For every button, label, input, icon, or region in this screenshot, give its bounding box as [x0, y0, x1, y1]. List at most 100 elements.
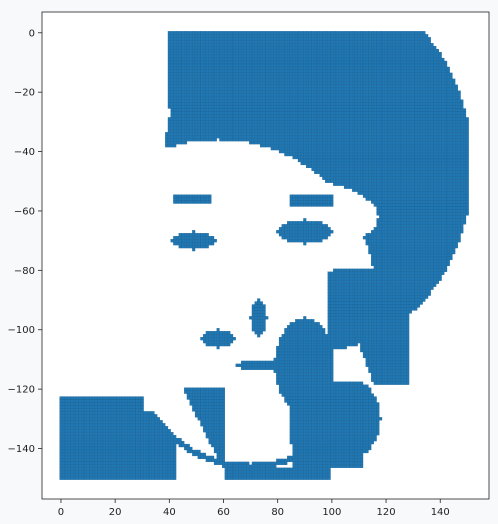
- data-point: [392, 75, 396, 79]
- data-point: [389, 117, 393, 121]
- data-point: [208, 48, 212, 53]
- data-point: [230, 37, 234, 41]
- data-point: [303, 135, 307, 139]
- data-point: [411, 176, 415, 180]
- data-point: [411, 161, 415, 166]
- data-point: [308, 63, 312, 68]
- data-point: [395, 138, 399, 142]
- data-point: [314, 105, 318, 109]
- data-point: [400, 179, 404, 183]
- data-point: [243, 132, 247, 136]
- data-point: [333, 51, 337, 56]
- data-point: [289, 141, 293, 145]
- data-point: [319, 141, 323, 145]
- data-point: [222, 111, 225, 115]
- data-point: [186, 78, 190, 82]
- data-point: [333, 37, 337, 41]
- data-point: [379, 81, 383, 85]
- data-point: [352, 161, 356, 166]
- data-point: [392, 81, 396, 85]
- data-point: [246, 105, 250, 109]
- data-point: [324, 46, 328, 50]
- data-point: [319, 129, 323, 133]
- data-point: [381, 84, 385, 88]
- data-point: [400, 182, 404, 186]
- data-point: [457, 93, 461, 97]
- data-point: [295, 57, 299, 62]
- data-point: [444, 185, 448, 189]
- data-point: [197, 105, 201, 109]
- data-point: [441, 57, 445, 62]
- data-point: [230, 34, 234, 38]
- data-point: [175, 135, 179, 139]
- data-point: [268, 57, 272, 62]
- data-point: [292, 114, 296, 118]
- data-point: [167, 63, 171, 68]
- data-point: [436, 129, 440, 133]
- data-point: [303, 78, 307, 82]
- data-point: [259, 123, 263, 127]
- data-point: [438, 170, 442, 174]
- data-point: [297, 72, 301, 76]
- data-point: [181, 129, 185, 133]
- data-point: [463, 135, 467, 139]
- data-point: [249, 48, 253, 53]
- data-point: [365, 158, 369, 163]
- data-point: [284, 114, 288, 118]
- data-point: [360, 173, 364, 177]
- data-point: [235, 111, 239, 115]
- data-point: [240, 87, 244, 91]
- data-point: [427, 78, 431, 82]
- data-point: [300, 126, 304, 130]
- data-point: [246, 129, 250, 133]
- data-point: [327, 90, 331, 94]
- data-point: [170, 96, 174, 100]
- data-point: [322, 93, 326, 97]
- data-point: [408, 43, 412, 47]
- data-point: [389, 170, 393, 174]
- data-point: [240, 138, 244, 142]
- data-point: [446, 87, 450, 91]
- data-point: [273, 129, 277, 133]
- data-point: [316, 111, 320, 115]
- data-point: [186, 135, 190, 139]
- data-point: [362, 123, 366, 127]
- data-point: [235, 129, 239, 133]
- data-point: [373, 99, 377, 103]
- data-point: [465, 188, 469, 192]
- data-point: [303, 155, 307, 160]
- data-point: [384, 46, 388, 50]
- data-point: [376, 185, 380, 189]
- data-point: [189, 75, 193, 79]
- data-point: [408, 75, 412, 79]
- data-point: [408, 135, 412, 139]
- data-point: [371, 173, 374, 177]
- data-point: [216, 69, 220, 74]
- data-point: [314, 63, 318, 68]
- data-point: [306, 155, 309, 160]
- data-point: [284, 111, 288, 115]
- data-point: [189, 126, 193, 130]
- data-point: [460, 155, 464, 160]
- data-point: [314, 102, 318, 106]
- data-point: [327, 114, 331, 118]
- data-point: [303, 117, 307, 121]
- data-point: [295, 75, 299, 79]
- data-point: [422, 120, 426, 124]
- data-point: [203, 69, 207, 74]
- data-point: [365, 185, 369, 189]
- data-point: [354, 132, 358, 136]
- data-point: [430, 132, 434, 136]
- data-point: [322, 57, 326, 62]
- data-point: [167, 135, 171, 139]
- data-point: [216, 63, 220, 68]
- data-point: [449, 90, 453, 94]
- data-point: [371, 87, 374, 91]
- data-point: [265, 135, 269, 139]
- data-point: [365, 78, 369, 82]
- data-point: [422, 99, 426, 103]
- data-point: [235, 40, 239, 44]
- data-point: [259, 72, 263, 76]
- data-point: [452, 161, 456, 166]
- data-point: [281, 63, 285, 68]
